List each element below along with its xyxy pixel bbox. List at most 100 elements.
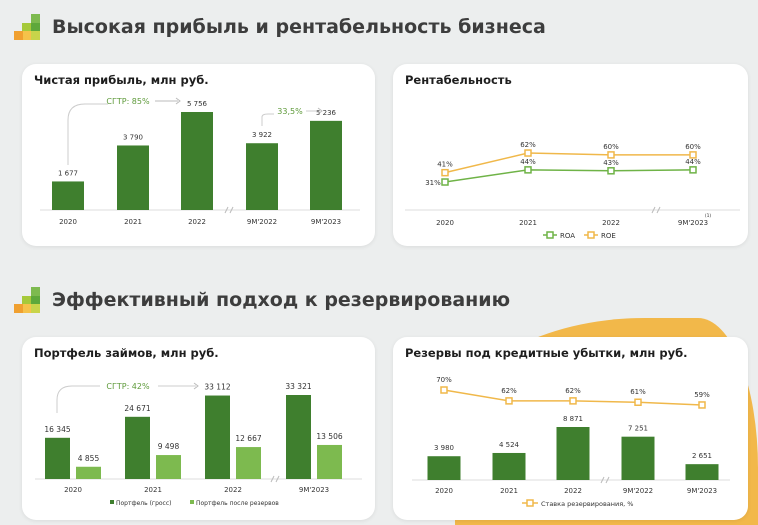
data-label: 31%: [425, 179, 441, 187]
chart-title: Рентабельность: [405, 73, 512, 87]
bar: [205, 395, 230, 479]
legend-marker: [587, 231, 595, 239]
bar: [310, 120, 342, 210]
cagr-label: СГТР: 42%: [106, 382, 150, 391]
section-title: Эффективный подход к резервированию: [52, 289, 511, 311]
data-label: 44%: [685, 158, 701, 166]
x-tick-label: 9M'2023: [687, 487, 717, 495]
bar: [181, 112, 213, 210]
data-label: 16 345: [44, 425, 70, 434]
data-label: 1 677: [58, 169, 78, 177]
cagr-label: 33,5%: [277, 107, 303, 116]
logo-icon: [14, 14, 40, 40]
bar: [427, 456, 461, 480]
series-line-roe: [444, 152, 693, 174]
chart-title: Резервы под кредитные убытки, млн руб.: [405, 346, 688, 360]
data-label: 12 667: [235, 434, 261, 443]
data-point: [607, 151, 615, 159]
data-label: 4 855: [78, 454, 100, 463]
arrow-icon: [175, 97, 181, 105]
data-label: 13 506: [316, 432, 342, 441]
data-label: 5 756: [187, 100, 208, 108]
data-label: 60%: [603, 143, 619, 151]
legend-swatch: [190, 500, 194, 504]
x-tick-label: 9M'2023: [299, 486, 329, 494]
data-point: [505, 397, 513, 405]
x-tick-label: 9M'2022: [247, 218, 277, 226]
legend-label: Портфель после резервов: [196, 500, 279, 507]
cagr-label: СГТР: 85%: [106, 97, 150, 106]
legend-marker: [526, 499, 534, 507]
axis-break-mark: [224, 206, 234, 214]
arrow-icon: [317, 107, 323, 115]
bar: [236, 447, 261, 479]
x-tick-label: 9M'2022: [623, 487, 653, 495]
axis-break-mark: [270, 475, 280, 483]
legend-label: ROA: [560, 232, 575, 240]
x-tick-label: 2022: [564, 487, 582, 495]
data-label: 3 790: [123, 133, 143, 141]
data-label: 9 498: [158, 442, 180, 451]
x-tick-label: 2020: [436, 219, 454, 227]
data-point: [524, 166, 532, 174]
line-data-label: 70%: [436, 376, 452, 384]
bar: [117, 145, 149, 210]
x-tick-label: 2020: [64, 486, 82, 494]
line-data-label: 59%: [694, 391, 710, 399]
data-point: [607, 167, 615, 175]
bar: [317, 444, 342, 479]
data-point: [441, 178, 449, 186]
data-point: [569, 397, 577, 405]
chart-title: Чистая прибыль, млн руб.: [34, 73, 209, 87]
bar: [621, 436, 655, 480]
bar: [556, 427, 590, 480]
data-label: 3 980: [434, 444, 454, 452]
x-tick-label: 9M'2023: [311, 218, 341, 226]
data-point: [689, 151, 697, 159]
data-label: 4 524: [499, 441, 520, 449]
data-point: [634, 398, 642, 406]
x-tick-label: 2020: [59, 218, 77, 226]
data-label: 3 922: [252, 131, 272, 139]
footnote-marker: (1): [705, 213, 712, 219]
section-title: Высокая прибыль и рентабельность бизнеса: [52, 16, 546, 38]
axis-break-mark: [600, 476, 610, 484]
x-tick-label: 2020: [435, 487, 453, 495]
bar: [76, 466, 101, 479]
data-label: 62%: [520, 141, 536, 149]
data-label: 41%: [437, 161, 453, 169]
legend-marker: [546, 231, 554, 239]
data-point: [698, 401, 706, 409]
data-label: 5 236: [316, 109, 337, 117]
logo-icon: [14, 287, 40, 313]
bar: [685, 464, 719, 480]
data-label: 43%: [603, 159, 619, 167]
legend-label: Портфель (гросс): [116, 500, 172, 507]
bar: [45, 437, 70, 479]
legend-swatch: [110, 500, 114, 504]
data-label: 7 251: [628, 425, 648, 433]
data-point: [440, 386, 448, 394]
line-data-label: 62%: [565, 387, 581, 395]
bar: [492, 452, 526, 480]
bar: [156, 455, 181, 479]
bar: [52, 181, 84, 210]
x-tick-label: 2022: [188, 218, 206, 226]
x-tick-label: 2021: [519, 219, 537, 227]
data-label: 60%: [685, 143, 701, 151]
bar: [286, 395, 311, 479]
axis-break-mark: [651, 206, 661, 214]
chart-title: Портфель займов, млн руб.: [34, 346, 219, 360]
x-tick-label: 2021: [144, 486, 162, 494]
data-point: [441, 168, 449, 177]
x-tick-label: 2021: [500, 487, 518, 495]
x-tick-label: 2022: [224, 486, 242, 494]
loss-reserves-card: Резервы под кредитные убытки, млн руб.: [393, 337, 748, 520]
data-label: 33 321: [285, 382, 311, 391]
bar: [125, 416, 150, 479]
data-label: 44%: [520, 158, 536, 166]
bar: [246, 143, 278, 210]
data-label: 24 671: [124, 404, 150, 413]
legend-label: ROE: [601, 232, 616, 240]
